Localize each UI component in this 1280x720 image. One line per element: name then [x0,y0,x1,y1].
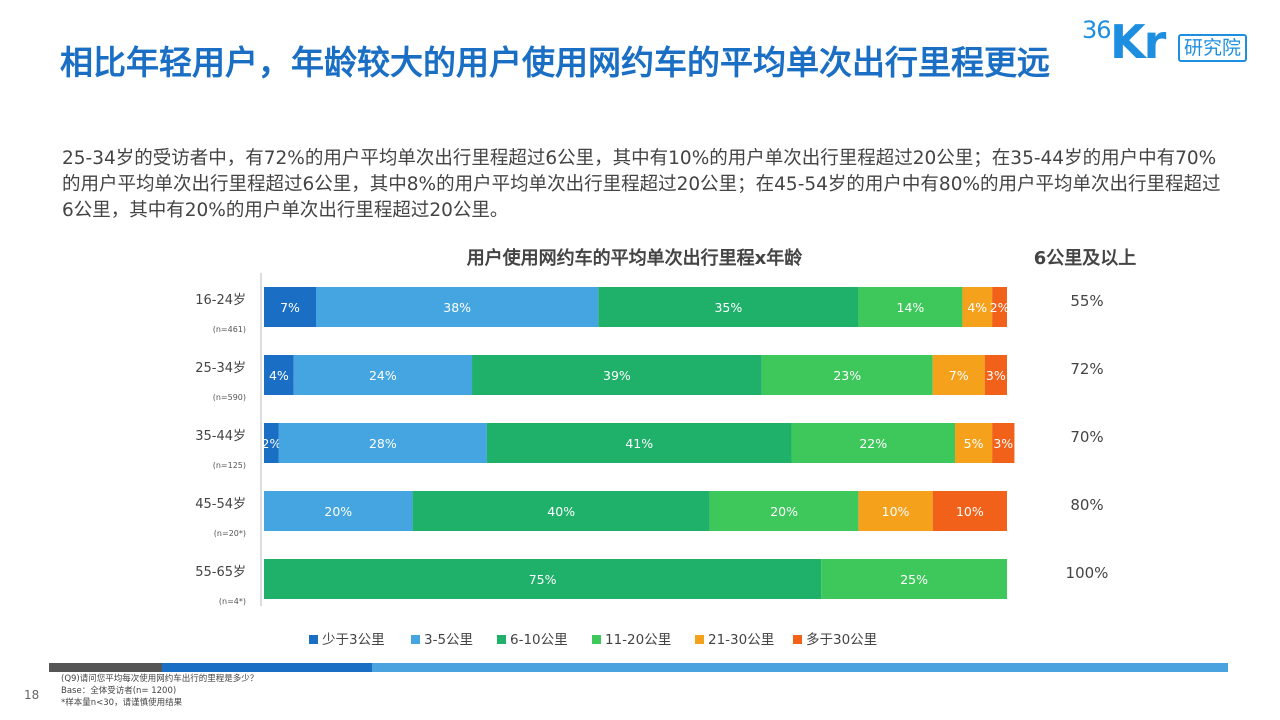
legend-swatch [592,635,601,644]
chart-title: 用户使用网约车的平均单次出行里程x年龄 [466,248,803,269]
category-sample-size: (n=4*) [219,597,246,606]
bar-segment [264,287,317,327]
logo-mark-kr: Kr [1110,15,1166,69]
bar-value-label: 22% [859,436,887,451]
side-column-title: 6公里及以上 [1033,248,1137,269]
footnote-base: Base：全体受访者(n= 1200) [61,686,177,696]
bar-segment [858,491,933,531]
bar-value-label: 7% [280,300,300,315]
category-sample-size: (n=590) [213,393,246,402]
bar-value-label: 35% [714,300,742,315]
footnotes: (Q9)请问您平均每次使用网约车出行的里程是多少？ Base：全体受访者(n= … [61,673,258,709]
bar-segment [709,491,859,531]
bar-value-label: 4% [967,300,987,315]
bar-segment [858,287,963,327]
bar-segment [486,423,792,463]
legend-swatch [411,635,420,644]
bar-value-label: 24% [369,368,397,383]
bar-value-label: 40% [547,504,575,519]
bar-value-label: 25% [900,572,928,587]
bar-segment [598,287,859,327]
footer-bar-mid [162,663,372,672]
bar-segment [264,559,822,599]
category-sample-size: (n=125) [213,461,246,470]
bar-segment [316,287,599,327]
bar-segment [412,491,710,531]
bar-value-label: 14% [897,300,925,315]
bar-value-label: 20% [324,504,352,519]
bar-segment [761,355,933,395]
legend-swatch [793,635,802,644]
side-value: 70% [1070,428,1103,446]
bar-value-label: 39% [603,368,631,383]
bar-segment [992,287,1007,327]
legend-swatch [309,635,318,644]
footer-bar-dark [49,663,162,672]
side-value: 55% [1070,292,1103,310]
legend-label: 6-10公里 [510,632,568,648]
bar-value-label: 5% [964,436,984,451]
bar-value-label: 10% [956,504,984,519]
legend-swatch [497,635,506,644]
bar-segment [821,559,1007,599]
bar-segment [264,355,294,395]
footer-bar-light [372,663,1228,672]
bar-segment [264,423,279,463]
bar-segment [932,355,985,395]
bar-value-label: 3% [993,436,1013,451]
bar-segment [984,355,1007,395]
page-number: 18 [24,688,40,702]
bar-value-label: 7% [949,368,969,383]
logo-text: 研究院 [1178,34,1248,62]
legend-label: 11-20公里 [605,632,671,648]
side-value: 80% [1070,496,1103,514]
category-label: 16-24岁 [195,293,246,308]
legend-label: 少于3公里 [322,632,385,648]
bar-segment [293,355,473,395]
legend-label: 3-5公里 [424,632,473,648]
bar-value-label: 20% [770,504,798,519]
page-title: 相比年轻用户，年龄较大的用户使用网约车的平均单次出行里程更远 [60,43,1050,82]
bar-segment [954,423,993,463]
category-label: 55-65岁 [195,565,246,580]
summary-text: 25-34岁的受访者中，有72%的用户平均单次出行里程超过6公里，其中有10%的… [62,148,1221,221]
footnote-question: (Q9)请问您平均每次使用网约车出行的里程是多少？ [61,674,259,684]
category-sample-size: (n=461) [213,325,246,334]
bar-value-label: 38% [443,300,471,315]
bar-value-label: 2% [990,300,1010,315]
bar-value-label: 75% [529,572,557,587]
bar-value-label: 2% [262,436,282,451]
category-label: 35-44岁 [195,429,246,444]
side-value: 100% [1066,564,1109,582]
bar-segment [932,491,1007,531]
bar-segment [992,423,1015,463]
category-label: 25-34岁 [195,361,246,376]
bar-segment [278,423,487,463]
side-value: 72% [1070,360,1103,378]
legend-swatch [695,635,704,644]
bar-segment [962,287,993,327]
bar-value-label: 4% [269,368,289,383]
legend-label: 21-30公里 [708,632,774,648]
bar-value-label: 28% [369,436,397,451]
bar-segment [472,355,762,395]
bar-segment [791,423,955,463]
logo-mark-36: 36 [1082,16,1112,44]
bar-segment [264,491,413,531]
legend-label: 多于30公里 [806,631,877,648]
category-label: 45-54岁 [195,497,246,512]
category-sample-size: (n=20*) [214,529,246,538]
bar-value-label: 3% [986,368,1006,383]
bar-value-label: 23% [833,368,861,383]
bar-value-label: 10% [882,504,910,519]
bar-value-label: 41% [625,436,653,451]
brand-logo: 36 Kr 研究院 [1082,12,1262,69]
footnote-caution: *样本量n<30，请谨慎使用结果 [61,698,183,708]
